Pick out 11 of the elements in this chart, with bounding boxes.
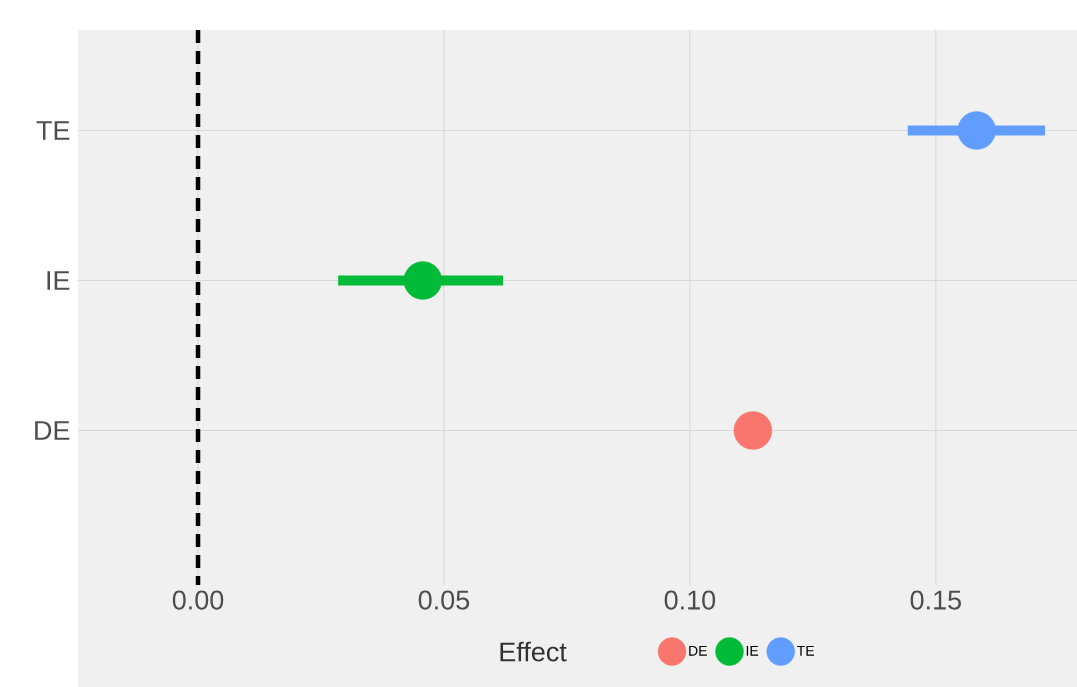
y-tick-label: TE xyxy=(36,121,70,140)
x-tick-label: 0.05 xyxy=(418,590,470,610)
legend-label: IE xyxy=(746,646,759,656)
x-axis-title: Effect xyxy=(500,641,567,662)
y-tick-label: IE xyxy=(47,271,70,290)
x-tick-label: 0.15 xyxy=(910,590,961,610)
x-tick-label: 0.00 xyxy=(172,590,224,610)
y-tick-label: DE xyxy=(35,421,70,440)
legend-label: DE xyxy=(689,646,707,656)
legend-label: TE xyxy=(797,646,815,656)
x-tick-label: 0.10 xyxy=(664,590,716,610)
